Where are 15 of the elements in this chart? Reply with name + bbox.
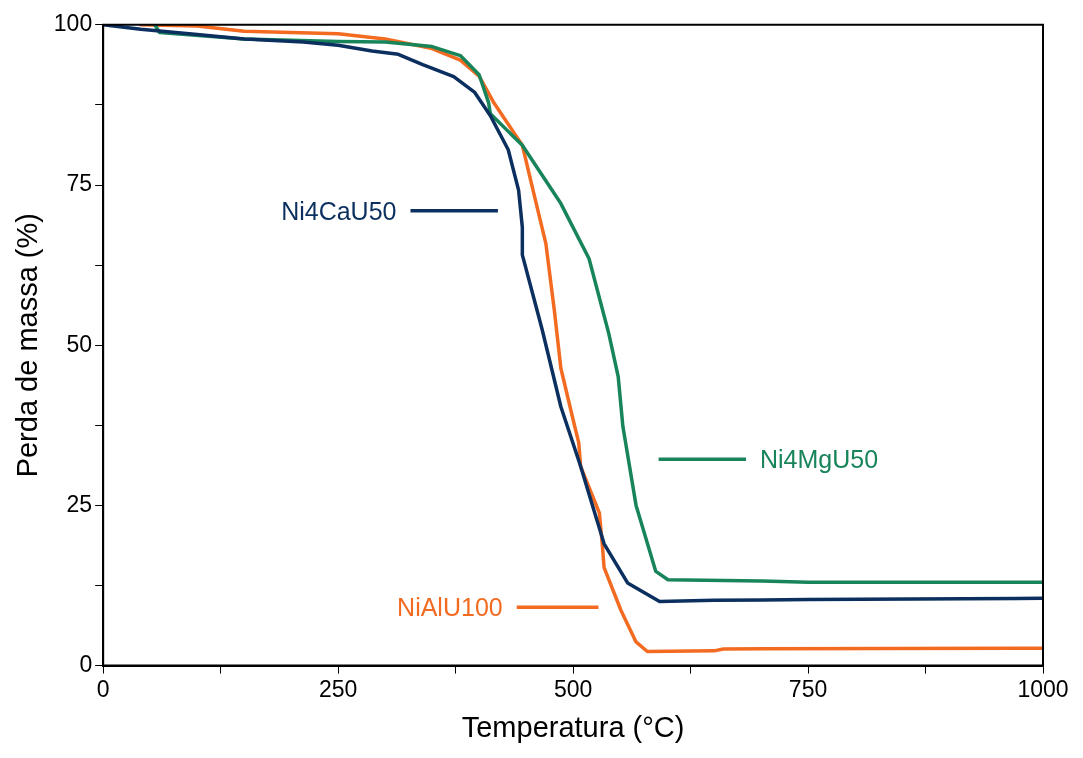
x-axis-title: Temperatura (°C) — [461, 710, 685, 743]
x-tick-label: 0 — [96, 675, 110, 702]
x-tick-label: 750 — [788, 675, 828, 702]
y-tick-label: 75 — [66, 170, 93, 197]
x-tick-label: 1000 — [1017, 675, 1069, 702]
legend-label: NiAlU100 — [397, 593, 503, 622]
x-tick-label: 500 — [553, 675, 593, 702]
y-tick-label: 25 — [66, 490, 93, 517]
y-axis-title: Perda de massa (%) — [11, 213, 44, 478]
y-tick-label: 50 — [66, 330, 93, 357]
text: Ni4MgU50 — [760, 445, 879, 474]
x-tick-label: 250 — [318, 675, 358, 702]
y-tick-label: 0 — [79, 650, 93, 677]
legend-label: Ni4CaU50 — [281, 196, 397, 225]
y-tick-label: 100 — [53, 10, 93, 37]
